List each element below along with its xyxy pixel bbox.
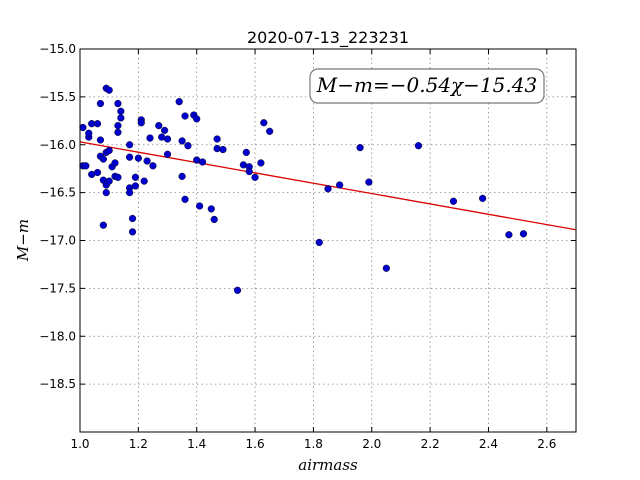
data-point [336,181,344,189]
ticks-group: 1.0 1.2 1.4 1.6 1.8 2.0 2.2 2.4 2.6 −15.0 −15.5 −16… [39,42,576,451]
data-point [449,197,458,205]
data-point [134,154,142,162]
data-point [149,162,157,170]
data-point [196,202,204,210]
data-point [519,230,528,238]
data-point [505,231,513,239]
data-point [146,134,154,142]
data-point [85,129,93,137]
x-tick-label: 1.2 [129,437,148,451]
annotation-box [309,68,545,104]
y-tick-label: −18.5 [39,377,76,391]
data-point [117,114,125,122]
data-point [131,182,140,190]
data-point [365,178,373,186]
data-point [251,173,259,181]
data-point [82,162,90,170]
data-point [324,185,332,193]
data-point [382,264,390,272]
data-point [99,221,107,229]
data-point [126,141,134,149]
x-tick-label: 1.4 [187,437,206,451]
data-point [137,119,145,127]
data-point [213,135,221,143]
data-point [155,121,163,130]
data-point [114,99,122,108]
data-point [233,286,242,294]
data-point [210,215,218,224]
data-point [99,155,107,163]
data-point [242,148,250,157]
data-point [131,173,140,181]
x-axis-label: airmass [298,456,358,474]
x-tick-label: 2.6 [537,437,556,451]
data-point [178,137,186,145]
data-point [315,238,323,247]
data-point [93,168,102,177]
data-point [102,189,110,197]
data-point [140,177,148,185]
fit-annotation: M−m=−0.54χ−15.43 [316,73,537,97]
x-tick-label: 2.4 [479,437,498,451]
x-tick-label: 1.0 [70,437,89,451]
data-point [128,214,137,223]
y-tick-label: −17.0 [39,234,76,248]
x-tick-label: 1.6 [246,437,265,451]
data-point [356,144,364,152]
data-point [245,167,253,176]
data-point [114,121,122,130]
points-group [79,84,528,294]
data-point [260,119,268,127]
data-point [143,157,151,165]
data-point [207,205,215,213]
x-tick-label: 2.0 [362,437,381,451]
data-point [79,123,87,132]
data-point [181,112,189,120]
y-tick-label: −16.5 [39,186,76,200]
data-point [163,150,172,158]
data-point [184,142,192,150]
data-point [114,173,122,181]
data-point [193,115,201,123]
data-point [96,136,105,144]
data-point [126,153,134,161]
data-point [161,126,169,134]
y-axis-label: M−m [14,219,32,262]
data-point [178,172,186,180]
data-point [126,189,134,197]
data-point [479,194,487,202]
data-point [105,146,113,155]
y-tick-label: −15.0 [39,42,76,56]
data-point [105,86,113,94]
y-tick-label: −15.5 [39,90,76,104]
data-point [414,142,423,150]
data-point [163,135,172,143]
data-point [257,159,265,167]
data-point [96,99,105,108]
data-point [198,158,207,166]
data-point [111,159,119,167]
x-tick-label: 1.8 [304,437,323,451]
data-point [219,145,227,154]
data-point [105,177,113,185]
y-tick-label: −16.0 [39,138,76,152]
chart-title: 2020-07-13_223231 [247,28,409,48]
y-tick-label: −18.0 [39,329,76,343]
data-point [114,128,122,136]
data-point [266,127,274,135]
data-point [181,195,189,203]
data-point [175,98,183,106]
data-point [128,228,137,236]
y-tick-label: −17.5 [39,281,76,295]
data-point [117,107,125,115]
x-tick-label: 2.2 [421,437,440,451]
data-point [93,120,102,128]
